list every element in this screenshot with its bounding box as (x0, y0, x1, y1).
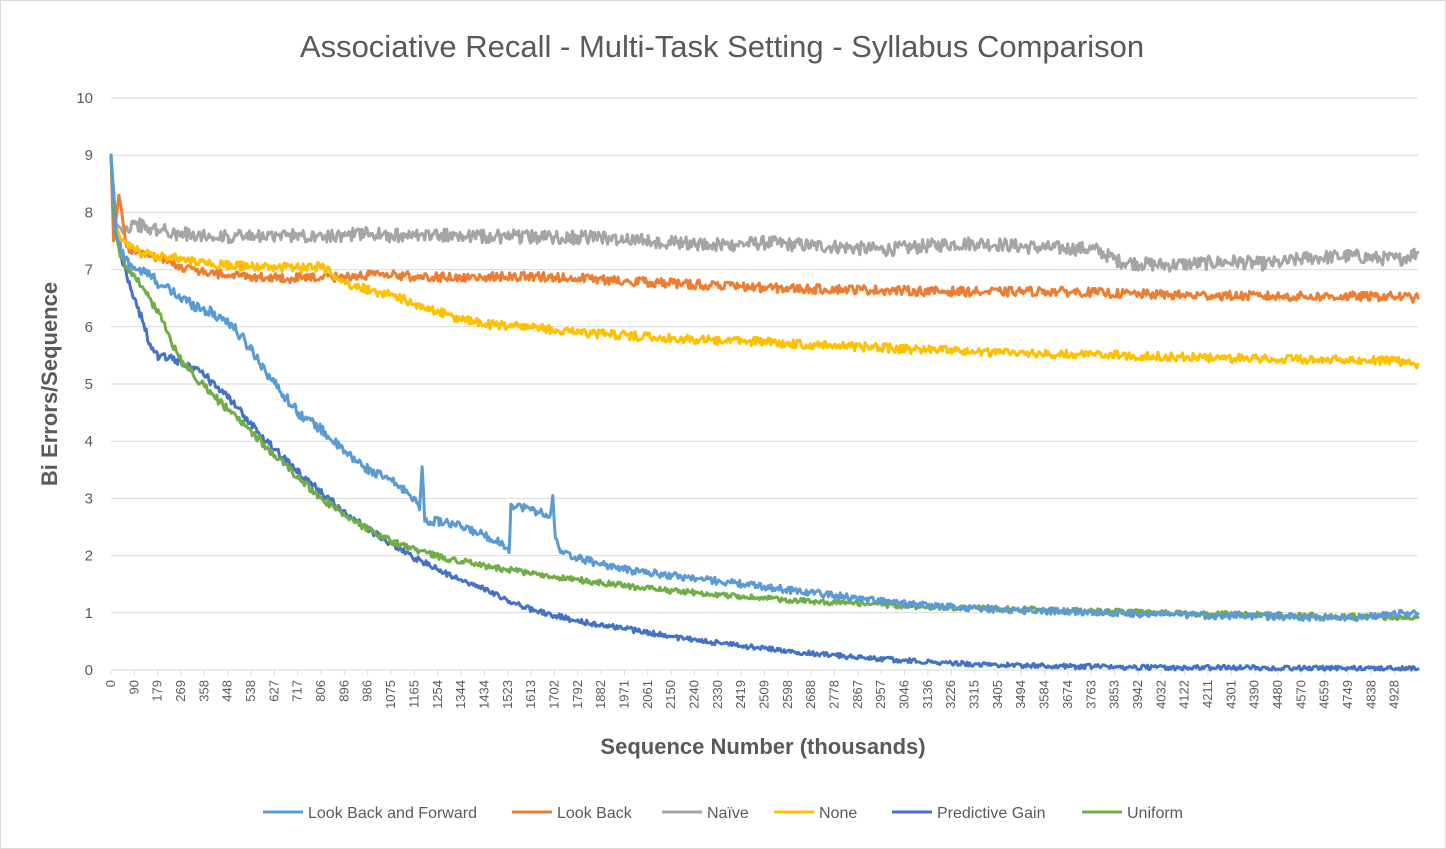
x-tick-label: 4032 (1153, 680, 1168, 709)
x-tick-label: 2598 (780, 680, 795, 709)
series-line-predictive-gain (109, 153, 1420, 672)
y-axis-ticks: 0 1 2 3 4 5 6 7 8 9 10 (76, 90, 93, 679)
y-tick-label: 10 (76, 90, 93, 107)
y-tick-label: 2 (85, 548, 93, 565)
x-tick-label: 2330 (710, 680, 725, 709)
x-tick-label: 986 (360, 680, 375, 702)
x-tick-label: 896 (336, 680, 351, 702)
y-tick-label: 3 (85, 490, 93, 507)
x-tick-label: 3136 (920, 680, 935, 709)
x-tick-label: 1165 (406, 680, 421, 708)
x-tick-label: 3853 (1107, 680, 1122, 709)
x-tick-label: 179 (150, 680, 165, 702)
x-tick-label: 3584 (1037, 680, 1052, 709)
x-tick-label: 1075 (383, 680, 398, 709)
legend-label: Predictive Gain (937, 805, 1046, 822)
x-tick-label: 3942 (1130, 680, 1145, 709)
chart-title: Associative Recall - Multi-Task Setting … (300, 29, 1144, 64)
legend-label: Naïve (707, 805, 749, 822)
series-line-look-back (109, 153, 1420, 304)
x-tick-label: 1613 (523, 680, 538, 709)
legend: Look Back and Forward Look Back Naïve None P… (263, 805, 1183, 822)
y-tick-label: 7 (85, 262, 93, 279)
x-tick-label: 90 (126, 680, 141, 694)
x-tick-label: 717 (290, 680, 305, 702)
x-tick-label: 3226 (943, 680, 958, 709)
x-tick-label: 4570 (1293, 680, 1308, 709)
x-tick-label: 4211 (1200, 680, 1215, 708)
x-axis-title: Sequence Number (thousands) (600, 734, 925, 759)
x-tick-label: 2240 (686, 680, 701, 709)
series-line-uniform (109, 153, 1420, 622)
x-tick-label: 2419 (733, 680, 748, 709)
x-tick-label: 2778 (827, 680, 842, 709)
x-tick-label: 2867 (850, 680, 865, 709)
x-tick-label: 4838 (1363, 680, 1378, 709)
x-tick-label: 538 (243, 680, 258, 702)
x-tick-label: 4480 (1270, 680, 1285, 709)
x-tick-label: 1792 (570, 680, 585, 709)
x-tick-label: 269 (173, 680, 188, 702)
x-tick-label: 4659 (1317, 680, 1332, 709)
x-tick-label: 2061 (640, 680, 655, 709)
y-axis-title: Bi Errors/Sequence (37, 282, 62, 486)
x-tick-label: 4928 (1387, 680, 1402, 709)
x-tick-label: 1882 (593, 680, 608, 709)
x-tick-label: 627 (266, 680, 281, 702)
x-tick-label: 3674 (1060, 680, 1075, 709)
series-line-na-ve (109, 153, 1420, 273)
x-tick-label: 2957 (873, 680, 888, 709)
x-tick-label: 358 (196, 680, 211, 702)
y-tick-label: 8 (85, 204, 93, 221)
x-tick-label: 2688 (803, 680, 818, 709)
legend-label: None (819, 805, 857, 822)
x-tick-label: 3315 (967, 680, 982, 709)
x-tick-label: 4301 (1223, 680, 1238, 709)
x-tick-label: 4122 (1177, 680, 1192, 709)
x-axis-ticks: 0 90 179 269 358 448 538 627 717 806 896 986 1075 116… (103, 670, 1402, 709)
series-lines (109, 153, 1420, 672)
x-tick-label: 806 (313, 680, 328, 702)
x-tick-label: 1523 (500, 680, 515, 709)
x-tick-label: 2509 (757, 680, 772, 709)
x-tick-label: 1702 (546, 680, 561, 709)
y-tick-label: 1 (85, 605, 93, 622)
x-tick-label: 3763 (1083, 680, 1098, 709)
x-tick-label: 3405 (990, 680, 1005, 709)
x-tick-label: 448 (220, 680, 235, 702)
legend-label: Look Back (557, 805, 633, 822)
x-tick-label: 0 (103, 680, 118, 687)
y-tick-label: 9 (85, 147, 93, 164)
x-tick-label: 3494 (1013, 680, 1028, 709)
x-tick-label: 1434 (476, 680, 491, 709)
x-tick-label: 1971 (616, 680, 631, 709)
x-tick-label: 4749 (1340, 680, 1355, 709)
y-tick-label: 6 (85, 319, 93, 336)
x-tick-label: 2150 (663, 680, 678, 709)
series-line-none (109, 153, 1420, 370)
y-tick-label: 5 (85, 376, 93, 393)
x-tick-label: 1344 (453, 680, 468, 709)
x-tick-label: 4390 (1247, 680, 1262, 709)
y-tick-label: 0 (85, 662, 93, 679)
legend-label: Uniform (1127, 805, 1183, 822)
y-tick-label: 4 (85, 433, 93, 450)
x-tick-label: 3046 (897, 680, 912, 709)
series-line-look-back-and-forward (109, 153, 1420, 623)
legend-label: Look Back and Forward (308, 805, 477, 822)
x-tick-label: 1254 (430, 680, 445, 709)
